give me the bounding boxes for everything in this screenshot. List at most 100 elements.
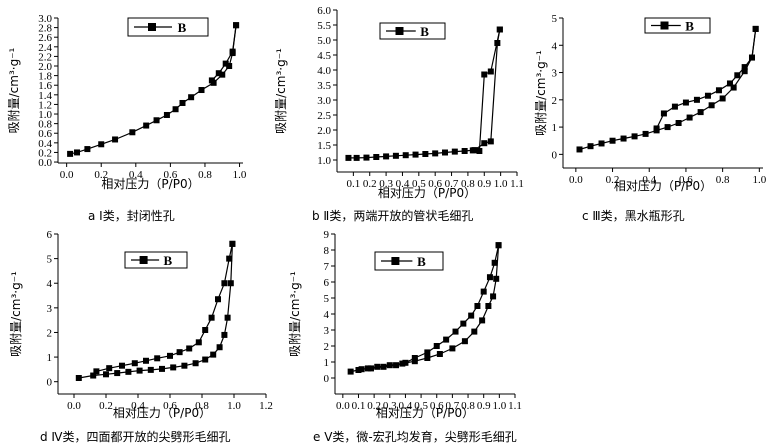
desorption-point bbox=[748, 54, 755, 61]
x-tick-label: 1.2 bbox=[259, 400, 273, 412]
x-tick-label: 0.0 bbox=[569, 174, 583, 186]
desorption-point bbox=[229, 240, 236, 247]
desorption-point bbox=[715, 87, 722, 94]
y-tick-label: 1.0 bbox=[38, 109, 52, 121]
desorption-point bbox=[682, 99, 689, 106]
adsorption-point bbox=[383, 153, 390, 160]
y-tick-label: 0.2 bbox=[38, 147, 52, 159]
x-tick-label: 0.6 bbox=[430, 400, 444, 412]
desorption-point bbox=[131, 360, 138, 367]
y-tick-label: 0 bbox=[324, 373, 330, 385]
y-tick-label: 1.2 bbox=[38, 99, 52, 111]
x-tick-label: 0.4 bbox=[399, 400, 413, 412]
y-tick-label: 4 bbox=[552, 40, 558, 52]
adsorption-point bbox=[587, 143, 594, 150]
adsorption-point bbox=[181, 362, 188, 369]
desorption-point bbox=[154, 355, 161, 362]
adsorption-point bbox=[143, 122, 150, 129]
adsorption-point bbox=[84, 146, 91, 153]
y-tick-label: 5 bbox=[47, 254, 53, 266]
adsorption-point bbox=[461, 338, 468, 345]
adsorption-point bbox=[125, 368, 132, 375]
y-tick-label: 6.0 bbox=[317, 5, 331, 17]
y-tick-label: 5 bbox=[552, 13, 558, 25]
desorption-point bbox=[704, 92, 711, 99]
y-tick-label: 3 bbox=[552, 68, 558, 80]
caption-d: d Ⅳ类，四面都开放的尖劈形毛细孔 bbox=[40, 430, 231, 444]
y-tick-label: 3 bbox=[47, 303, 53, 315]
x-axis-label: 相对压力（P/P0） bbox=[113, 406, 211, 420]
legend-label: B bbox=[163, 253, 172, 268]
adsorption-point bbox=[227, 280, 234, 287]
x-tick-label: 1.0 bbox=[752, 174, 766, 186]
adsorption-point bbox=[392, 152, 399, 159]
x-tick-label: 1.1 bbox=[510, 178, 524, 190]
x-tick-label: 0.2 bbox=[363, 178, 377, 190]
adsorption-point bbox=[90, 372, 97, 379]
adsorption-point bbox=[642, 130, 649, 137]
adsorption-point bbox=[159, 365, 165, 372]
adsorption-point bbox=[411, 358, 418, 365]
x-tick-label: 0.5 bbox=[412, 178, 426, 190]
desorption-point bbox=[215, 70, 222, 77]
adsorption-point bbox=[451, 148, 458, 155]
desorption-point bbox=[143, 357, 149, 364]
adsorption-point bbox=[129, 129, 136, 136]
adsorption-point bbox=[449, 345, 456, 352]
y-tick-label: 6 bbox=[47, 229, 53, 241]
x-tick-label: 0.4 bbox=[642, 174, 656, 186]
adsorption-point bbox=[479, 317, 486, 324]
adsorption-point bbox=[471, 328, 478, 335]
adsorption-point bbox=[221, 331, 228, 338]
adsorption-point bbox=[620, 135, 627, 142]
chart-d-panel: 0.0 0.2 0.4 0.6 0.8 1.0 1.2 0 1 2 3 4 5 6 相对压力（P/P0） 吸附… bbox=[9, 229, 273, 420]
desorption-point bbox=[393, 362, 400, 369]
desorption-point bbox=[693, 96, 700, 103]
desorption-point bbox=[215, 296, 221, 303]
y-tick-label: 2.4 bbox=[38, 42, 52, 54]
y-tick-label: 2.8 bbox=[38, 23, 52, 35]
x-tick-label: 0.9 bbox=[477, 178, 491, 190]
x-tick-label: 0.4 bbox=[131, 400, 145, 412]
adsorption-point bbox=[345, 154, 352, 161]
desorption-point bbox=[496, 26, 503, 33]
x-tick-label: 0.8 bbox=[461, 178, 475, 190]
desorption-point bbox=[752, 25, 759, 32]
x-tick-label: 0.6 bbox=[428, 178, 442, 190]
adsorption-curve bbox=[579, 28, 757, 151]
adsorption-point bbox=[412, 151, 419, 158]
adsorption-point bbox=[424, 355, 431, 361]
x-tick-label: 0.8 bbox=[195, 400, 209, 412]
chart-b-panel: 0.1 0.2 0.3 0.4 0.5 0.6 0.7 0.8 0.9 1.0 1.11.01.52… bbox=[274, 5, 524, 200]
adsorption-point bbox=[170, 364, 177, 371]
x-tick-label: 1.0 bbox=[492, 400, 506, 412]
desorption-point bbox=[411, 355, 418, 361]
adsorption-point bbox=[493, 275, 500, 282]
adsorption-point bbox=[210, 351, 217, 358]
desorption-point bbox=[660, 110, 667, 117]
legend-label: B bbox=[417, 254, 426, 269]
desorption-point bbox=[226, 255, 233, 262]
legend-marker bbox=[148, 23, 156, 31]
x-tick-label: 0.7 bbox=[445, 178, 459, 190]
desorption-point bbox=[358, 366, 365, 373]
desorption-point bbox=[487, 68, 494, 75]
desorption-point bbox=[368, 365, 374, 372]
y-tick-label: 0.0 bbox=[38, 157, 52, 169]
desorption-point bbox=[233, 22, 240, 29]
y-tick-label: 2.0 bbox=[38, 61, 52, 73]
x-tick-label: 1.0 bbox=[494, 178, 508, 190]
x-tick-label: 0.1 bbox=[346, 178, 360, 190]
x-tick-label: 0.4 bbox=[129, 169, 143, 181]
y-tick-label: 1 bbox=[47, 352, 53, 364]
desorption-point bbox=[726, 80, 733, 87]
adsorption-point bbox=[224, 314, 231, 321]
adsorption-point bbox=[153, 117, 160, 124]
y-axis-label: 吸附量/cm³·g⁻¹ bbox=[7, 47, 21, 133]
caption-a: a Ⅰ类，封闭性孔 bbox=[88, 209, 175, 223]
legend-marker bbox=[395, 27, 404, 35]
adsorption-point bbox=[442, 149, 448, 156]
adsorption-point bbox=[686, 114, 693, 121]
adsorption-point bbox=[363, 154, 370, 161]
desorption-point bbox=[229, 48, 236, 55]
